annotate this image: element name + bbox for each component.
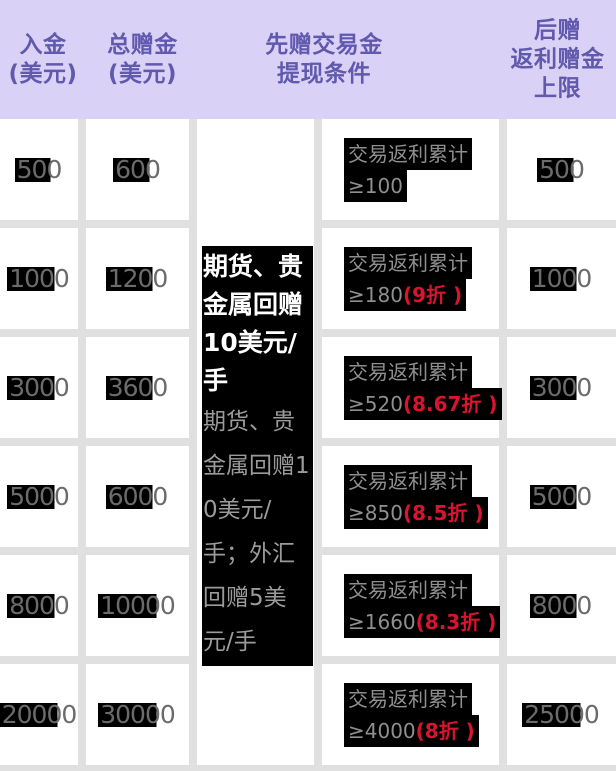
condition-cell: 交易返利累计 ≥520(8.67折 ) [322,337,502,438]
condition-label: 交易返利累计 [344,682,472,715]
total-bonus-value: 600 [113,154,162,185]
condition-label: 交易返利累计 [344,246,472,279]
condition-label: 交易返利累计 [344,355,472,388]
condition-discount: (9折 ) [402,282,463,307]
rebate-cap-value: 25000 [522,699,601,730]
deposit-cell: 8000 [0,555,78,656]
rebate-cap-cell: 1000 [507,228,616,329]
table-bottom-border [0,765,616,771]
condition-threshold: ≥850 [348,500,403,525]
condition-label: 交易返利累计 [344,573,472,606]
condition-label: 交易返利累计 [344,137,472,170]
total-bonus-cell: 3600 [86,337,189,438]
condition-discount: (8.5折 ) [402,500,484,525]
total-bonus-value: 30000 [98,699,177,730]
rebate-cap-cell: 3000 [507,337,616,438]
total-bonus-cell: 1200 [86,228,189,329]
rebate-note-regular-text: 期货、贵金属回赠10美元/手；外汇回赠5美元/手 [203,409,310,655]
deposit-cell: 500 [0,119,78,220]
rebate-cap-cell: 500 [507,119,616,220]
condition-threshold: ≥1660 [348,609,416,634]
deposit-value: 1000 [7,263,71,294]
total-bonus-value: 3600 [105,372,170,403]
total-bonus-value: 6000 [105,481,170,512]
rebate-cap-cell: 5000 [507,446,616,547]
header-deposit-line1: 入金 [19,31,67,58]
deposit-value: 3000 [7,372,71,403]
table-header-row: 入金 (美元) 总赠金 (美元) 先赠交易金 提现条件 后赠 返利赠金 上限 [0,0,616,119]
deposit-value: 5000 [7,481,71,512]
condition-discount: (8.67折 ) [402,391,498,416]
condition-threshold-line: ≥520(8.67折 ) [344,387,502,420]
header-deposit: 入金 (美元) [0,31,86,89]
rebate-cap-value: 8000 [529,590,594,621]
rebate-cap-value: 1000 [529,263,594,294]
header-total-bonus-line1: 总赠金 [107,31,178,58]
rebate-cap-cell: 25000 [507,664,616,765]
condition-cell: 交易返利累计 ≥850(8.5折 ) [322,446,499,547]
header-rebate-cap-line1: 后赠 [534,17,581,43]
condition-cell: 交易返利累计 ≥100 [322,119,499,220]
condition-discount: (8折 ) [415,718,475,743]
rebate-cap-value: 3000 [529,372,594,403]
header-total-bonus-line2: (美元) [107,60,178,87]
condition-discount: (8.3折 ) [415,609,497,634]
header-rebate-cap-line2: 返利赠金 [510,46,605,72]
deposit-cell: 3000 [0,337,78,438]
condition-threshold-line: ≥180(9折 ) [344,278,467,311]
rebate-note-cell: 期货、贵金属回赠10美元/手 期货、贵金属回赠10美元/手；外汇回赠5美元/手 [197,119,314,765]
header-withdraw-condition: 先赠交易金 提现条件 [199,31,449,89]
condition-cell: 交易返利累计 ≥1660(8.3折 ) [322,555,501,656]
deposit-value: 500 [14,154,64,185]
deposit-cell: 5000 [0,446,78,547]
condition-threshold-line: ≥4000(8折 ) [344,714,479,747]
condition-threshold: ≥4000 [348,718,416,743]
header-rebate-cap-line3: 上限 [534,75,581,101]
condition-threshold-line: ≥1660(8.3折 ) [344,605,501,638]
condition-label: 交易返利累计 [344,464,472,497]
header-rebate-cap: 后赠 返利赠金 上限 [499,16,616,103]
total-bonus-cell: 10000 [86,555,189,656]
condition-threshold: ≥100 [348,173,403,198]
rebate-cap-value: 5000 [529,481,594,512]
condition-threshold: ≥180 [348,282,403,307]
condition-cell: 交易返利累计 ≥180(9折 ) [322,228,499,329]
condition-threshold-line: ≥100 [344,169,407,202]
deposit-value: 20000 [0,699,79,730]
total-bonus-value: 10000 [98,590,177,621]
condition-threshold: ≥520 [348,391,403,416]
total-bonus-cell: 600 [86,119,189,220]
header-withdraw-condition-line2: 提现条件 [277,60,371,87]
condition-threshold-line: ≥850(8.5折 ) [344,496,488,529]
total-bonus-cell: 6000 [86,446,189,547]
deposit-value: 8000 [7,590,71,621]
rebate-note-bold-text: 期货、贵金属回赠10美元/手 [203,252,304,395]
header-deposit-line2: (美元) [8,60,78,87]
deposit-cell: 20000 [0,664,79,765]
deposit-cell: 1000 [0,228,78,329]
header-total-bonus: 总赠金 (美元) [86,31,199,89]
total-bonus-value: 1200 [105,263,170,294]
total-bonus-cell: 30000 [86,664,189,765]
rebate-note-highlight: 期货、贵金属回赠10美元/手 期货、贵金属回赠10美元/手；外汇回赠5美元/手 [202,246,313,666]
condition-cell: 交易返利累计 ≥4000(8折 ) [322,664,499,765]
rebate-cap-value: 500 [537,154,586,185]
header-withdraw-condition-line1: 先赠交易金 [265,31,383,58]
rebate-cap-cell: 8000 [507,555,616,656]
